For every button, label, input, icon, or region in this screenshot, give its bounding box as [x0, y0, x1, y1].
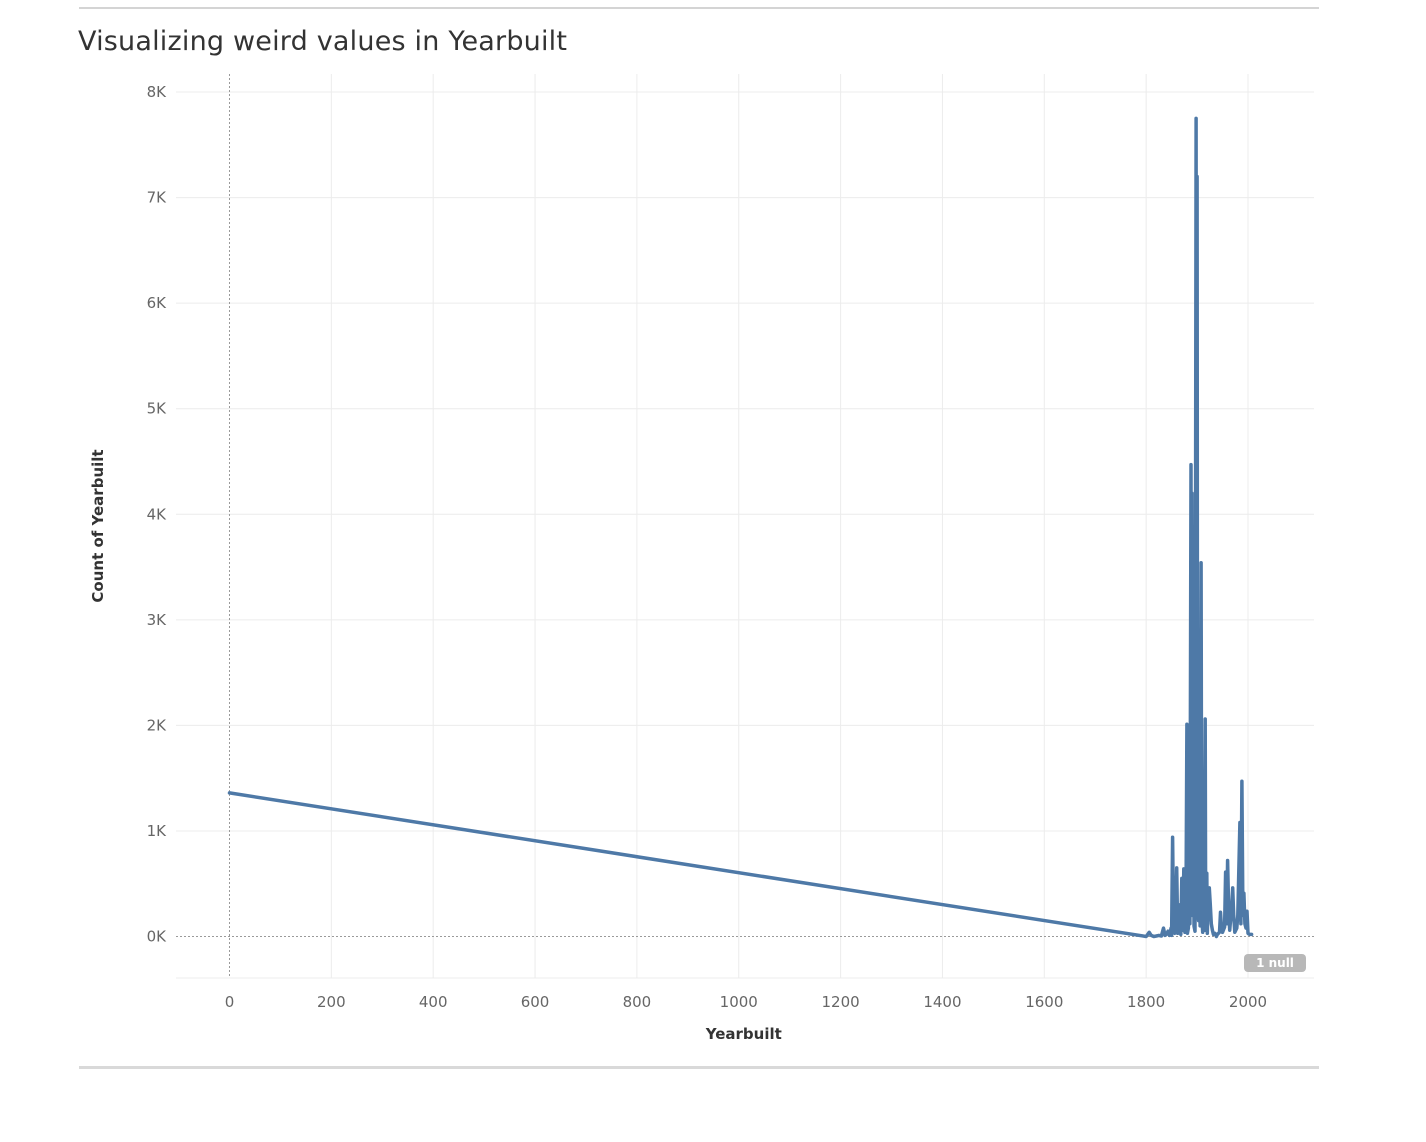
x-tick-label: 600 [521, 993, 550, 1011]
y-tick-label: 2K [147, 716, 168, 734]
x-tick-label: 200 [317, 993, 346, 1011]
null-indicator-background [1244, 954, 1306, 972]
chart-title: Visualizing weird values in Yearbuilt [78, 26, 568, 57]
x-tick-label: 1600 [1025, 993, 1063, 1011]
x-axis-ticks: 0 200 400 600 800 1000 1200 1400 1600 1800 2000 [225, 993, 1267, 1011]
y-tick-label: 0K [147, 928, 168, 946]
x-tick-label: 1400 [923, 993, 961, 1011]
x-tick-label: 1000 [720, 993, 758, 1011]
x-tick-label: 0 [225, 993, 235, 1011]
y-tick-label: 6K [147, 294, 168, 312]
series-lines [227, 116, 1254, 939]
null-indicator-badge[interactable]: 1 null [1244, 954, 1306, 972]
x-tick-label: 1800 [1127, 993, 1165, 1011]
x-tick-label: 400 [419, 993, 448, 1011]
y-axis-ticks: 0K 1K 2K 3K 4K 5K 6K 7K 8K [147, 83, 168, 946]
reference-lines [176, 74, 1314, 978]
y-tick-label: 5K [147, 400, 168, 418]
top-divider [79, 7, 1319, 9]
y-tick-label: 8K [147, 83, 168, 101]
y-tick-label: 4K [147, 505, 168, 523]
null-indicator-label: 1 null [1256, 956, 1294, 970]
grid-lines [176, 74, 1314, 979]
y-tick-label: 7K [147, 189, 168, 207]
x-tick-label: 800 [623, 993, 652, 1011]
y-tick-label: 3K [147, 611, 168, 629]
x-axis-title: Yearbuilt [705, 1025, 782, 1043]
x-tick-label: 1200 [822, 993, 860, 1011]
series-line[interactable] [227, 116, 1254, 939]
bottom-divider [79, 1066, 1319, 1069]
y-tick-label: 1K [147, 822, 168, 840]
x-tick-label: 2000 [1229, 993, 1267, 1011]
y-axis-title: Count of Yearbuilt [89, 449, 107, 602]
